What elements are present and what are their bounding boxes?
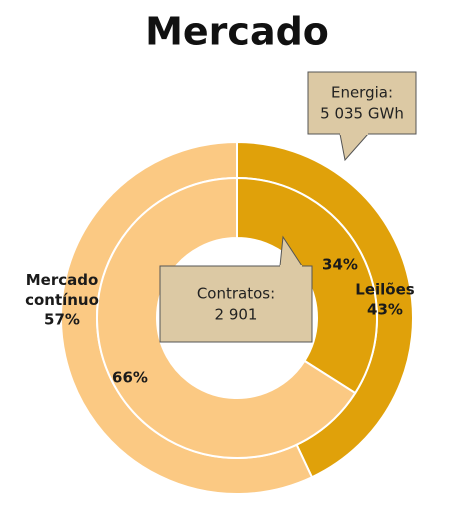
callout-title: Contratos: (197, 285, 275, 303)
chart-title: Mercado (145, 10, 329, 54)
category-label: Mercado contínuo (25, 271, 99, 309)
callout-pointer (279, 235, 303, 267)
callout-text: 2 901 (215, 306, 258, 324)
value-label: 43% (367, 301, 403, 319)
category-label-line: Mercado (26, 271, 99, 289)
callout-title: Energia: (331, 84, 393, 102)
donut-segment (96, 176, 357, 459)
value-label: 57% (44, 311, 80, 329)
category-label-line: contínuo (25, 291, 99, 309)
callout-text: 5 035 GWh (320, 105, 404, 123)
callout-box (159, 265, 313, 343)
value-label: 34% (322, 256, 358, 274)
callout-box (307, 71, 417, 135)
category-label: Leilões (355, 281, 414, 299)
callout-pointer (339, 133, 369, 162)
value-label: 66% (112, 369, 148, 387)
